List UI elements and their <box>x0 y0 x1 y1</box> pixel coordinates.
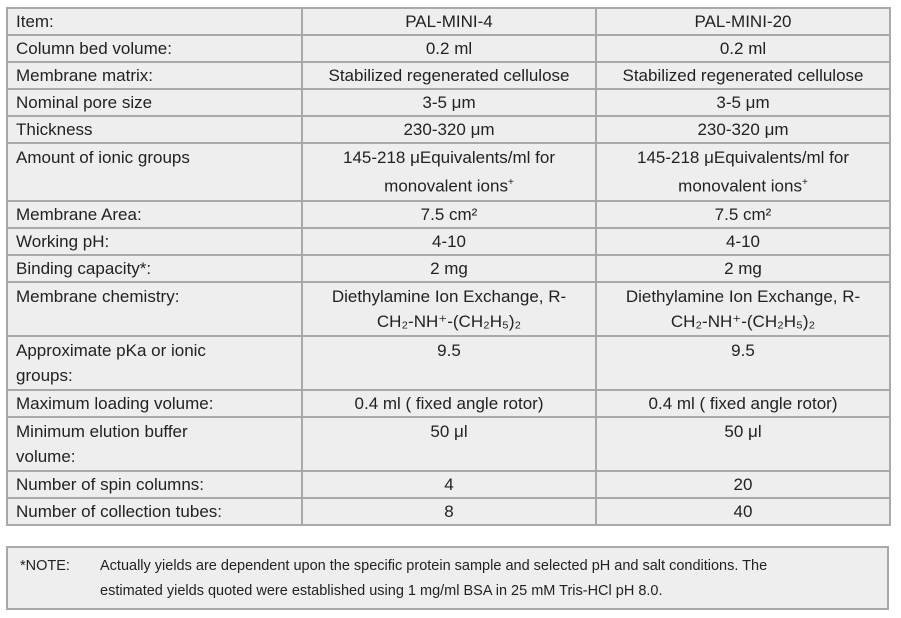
table-cell: 230-320 μm <box>595 115 891 144</box>
table-row-maximum-loading-volume: Maximum loading volume: 0.4 ml ( fixed a… <box>6 388 891 418</box>
footnote-box: *NOTE: Actually yields are dependent upo… <box>6 546 889 610</box>
table-cell: 4 <box>301 469 597 499</box>
table-row-minimum-elution-buffer: Minimum elution buffer volume: 50 μl 50 … <box>6 415 891 472</box>
row-label: Working pH: <box>6 226 303 256</box>
cell-line: 145-218 μEquivalents/ml for <box>636 148 850 167</box>
note-line: estimated yields quoted were established… <box>100 583 663 599</box>
cell-text: monovalent ions <box>678 176 802 196</box>
row-label: Nominal pore size <box>6 88 303 117</box>
row-label: Maximum loading volume: <box>6 388 303 418</box>
table-cell: Diethylamine Ion Exchange, R- CH₂-NH⁺-(C… <box>595 280 891 337</box>
row-label: Column bed volume: <box>6 34 303 63</box>
cell-line: monovalent ions+ <box>305 170 593 199</box>
note-label: *NOTE: <box>20 558 70 574</box>
cell-line: CH₂-NH⁺-(CH₂H₅)₂ <box>670 311 816 331</box>
cell-line: Diethylamine Ion Exchange, R- <box>625 286 861 306</box>
table-row-nominal-pore-size: Nominal pore size 3-5 μm 3-5 μm <box>6 88 891 117</box>
table-row-thickness: Thickness 230-320 μm 230-320 μm <box>6 115 891 144</box>
table-cell: 9.5 <box>301 334 597 391</box>
table-row-column-bed-volume: Column bed volume: 0.2 ml 0.2 ml <box>6 34 891 63</box>
table-cell: 20 <box>595 469 891 499</box>
table-cell: 50 μl <box>301 415 597 472</box>
table-row-membrane-matrix: Membrane matrix: Stabilized regenerated … <box>6 61 891 90</box>
cell-line: CH₂-NH⁺-(CH₂H₅)₂ <box>376 311 522 331</box>
table-cell: 2 mg <box>301 253 597 283</box>
column-header-pal-mini-20: PAL-MINI-20 <box>595 7 891 36</box>
table-cell: Diethylamine Ion Exchange, R- CH₂-NH⁺-(C… <box>301 280 597 337</box>
table-cell: 2 mg <box>595 253 891 283</box>
table-cell: 0.2 ml <box>595 34 891 63</box>
table-row-number-of-collection-tubes: Number of collection tubes: 8 40 <box>6 496 891 526</box>
cell-text: monovalent ions <box>384 176 508 196</box>
cell-line: volume: <box>16 446 76 466</box>
table-cell: Stabilized regenerated cellulose <box>595 61 891 90</box>
superscript: + <box>801 177 808 188</box>
table-cell: 9.5 <box>595 334 891 391</box>
note-text: Actually yields are dependent upon the s… <box>100 554 877 604</box>
row-label: Amount of ionic groups <box>6 142 303 202</box>
cell-line: monovalent ions+ <box>599 170 887 199</box>
row-label: Membrane matrix: <box>6 61 303 90</box>
row-label: Approximate pKa or ionic groups: <box>6 334 303 391</box>
table-row-approximate-pka: Approximate pKa or ionic groups: 9.5 9.5 <box>6 334 891 391</box>
row-label: Minimum elution buffer volume: <box>6 415 303 472</box>
superscript: + <box>507 177 514 188</box>
table-cell: 4-10 <box>595 226 891 256</box>
column-header-pal-mini-4: PAL-MINI-4 <box>301 7 597 36</box>
table-row-amount-of-ionic-groups: Amount of ionic groups 145-218 μEquivale… <box>6 142 891 202</box>
table-row-binding-capacity: Binding capacity*: 2 mg 2 mg <box>6 253 891 283</box>
row-label: Thickness <box>6 115 303 144</box>
table-cell: 50 μl <box>595 415 891 472</box>
table-cell: Stabilized regenerated cellulose <box>301 61 597 90</box>
note-line: Actually yields are dependent upon the s… <box>100 558 768 574</box>
table-cell: 7.5 cm² <box>301 199 597 229</box>
cell-line: Approximate pKa or ionic <box>16 340 206 360</box>
table-cell: 0.2 ml <box>301 34 597 63</box>
row-label: Number of spin columns: <box>6 469 303 499</box>
cell-line: Diethylamine Ion Exchange, R- <box>331 286 567 306</box>
table-row-number-of-spin-columns: Number of spin columns: 4 20 <box>6 469 891 499</box>
table-row-working-ph: Working pH: 4-10 4-10 <box>6 226 891 256</box>
cell-line: 145-218 μEquivalents/ml for <box>342 148 556 167</box>
table-cell: 230-320 μm <box>301 115 597 144</box>
table-cell: 3-5 μm <box>595 88 891 117</box>
table-cell: 8 <box>301 496 597 526</box>
table-cell: 4-10 <box>301 226 597 256</box>
row-label: Membrane Area: <box>6 199 303 229</box>
table-cell: 0.4 ml ( fixed angle rotor) <box>595 388 891 418</box>
table-cell: 3-5 μm <box>301 88 597 117</box>
table-row-membrane-chemistry: Membrane chemistry: Diethylamine Ion Exc… <box>6 280 891 337</box>
table-cell: 0.4 ml ( fixed angle rotor) <box>301 388 597 418</box>
table-cell: 40 <box>595 496 891 526</box>
table-row-membrane-area: Membrane Area: 7.5 cm² 7.5 cm² <box>6 199 891 229</box>
cell-line: groups: <box>16 365 73 385</box>
cell-line: Minimum elution buffer <box>16 421 188 441</box>
table-cell: 145-218 μEquivalents/ml for monovalent i… <box>301 142 597 202</box>
row-label: Membrane chemistry: <box>6 280 303 337</box>
row-label: Binding capacity*: <box>6 253 303 283</box>
specifications-table: Item: PAL-MINI-4 PAL-MINI-20 Column bed … <box>6 7 891 526</box>
row-label: Item: <box>6 7 303 36</box>
table-cell: 7.5 cm² <box>595 199 891 229</box>
table-row-item: Item: PAL-MINI-4 PAL-MINI-20 <box>6 7 891 36</box>
row-label: Number of collection tubes: <box>6 496 303 526</box>
table-cell: 145-218 μEquivalents/ml for monovalent i… <box>595 142 891 202</box>
